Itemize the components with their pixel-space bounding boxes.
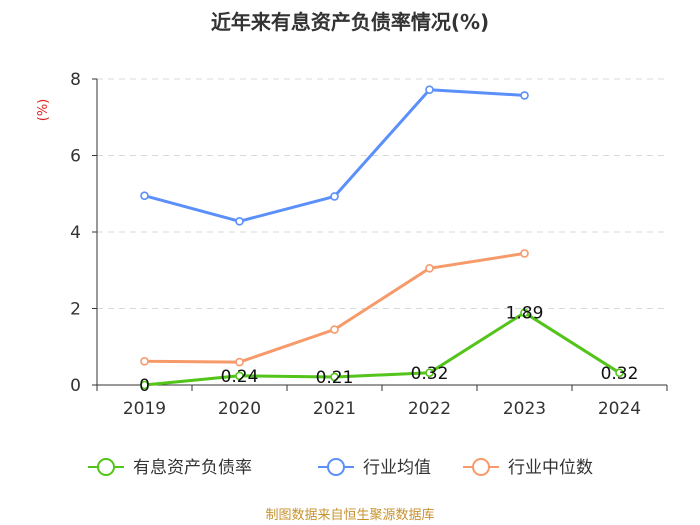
x-tick-label: 2024 [598,399,641,419]
legend-label: 有息资产负债率 [133,458,252,478]
data-point [140,191,149,200]
y-tick-label: 4 [70,223,81,243]
data-point [520,308,529,318]
legend-circle-marker [472,458,490,476]
series-line [143,311,621,387]
data-label: 1.89 [506,304,544,324]
y-tick-label: 2 [70,300,81,320]
legend-circle-marker [327,458,345,476]
y-tick-label: 0 [70,376,81,396]
data-point [615,368,624,378]
legend-item: 行业均值 [318,458,431,478]
x-tick-label: 2019 [123,399,166,419]
data-label: 0 [139,376,150,396]
data-point [330,192,339,201]
chart-title: 近年来有息资产负债率情况(%) [211,10,489,34]
data-point [425,85,434,95]
data-point [330,325,339,334]
source-note: 制图数据来自恒生聚源数据库 [265,507,434,523]
data-point [425,368,434,378]
data-label: 0.32 [411,364,449,384]
data-point [140,356,149,366]
data-point [235,216,244,226]
data-point [235,357,244,367]
data-point [520,91,529,100]
legend-item: 行业中位数 [463,458,593,478]
x-tick-label: 2022 [408,399,451,419]
y-tick-label: 8 [70,70,81,90]
series-line [143,251,526,364]
data-labels: 0 0.24 0.21 0.32 1.89 0.32 [139,304,638,396]
data-point [140,380,149,390]
data-label: 0.24 [221,367,259,387]
legend-circle-marker [97,458,115,476]
data-point [235,371,244,381]
legend-item: 有息资产负债率 [88,458,252,478]
legend-label: 行业中位数 [508,458,593,478]
legend-label: 行业均值 [363,458,431,478]
grid-lines [97,78,667,309]
plot-area [140,85,624,390]
x-tick-label: 2021 [313,399,356,419]
data-point [330,372,339,382]
data-point [425,264,434,273]
x-tick-label: 2023 [503,399,546,419]
legend: 有息资产负债率 行业均值 行业中位数 [88,458,593,478]
data-label: 0.21 [316,368,354,388]
y-unit-label: (%) [36,99,51,122]
x-tick-label: 2020 [218,399,261,419]
data-label: 0.32 [601,364,639,384]
y-tick-label: 6 [70,147,81,167]
data-point [520,249,529,258]
axes: 0 2 4 6 8 2019 2020 2021 2022 2023 2024 [70,70,668,419]
